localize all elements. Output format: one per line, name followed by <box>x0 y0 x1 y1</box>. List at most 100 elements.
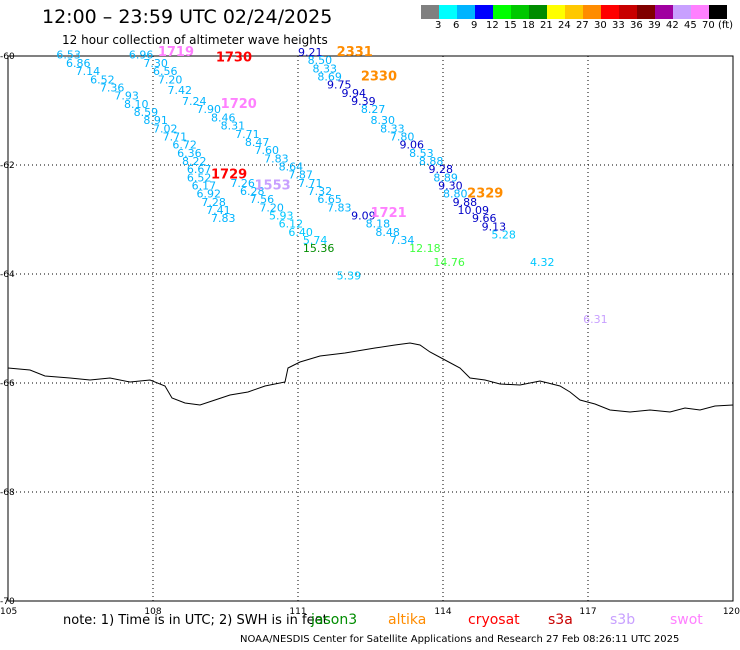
wave-height-value: 8.18 <box>366 218 391 231</box>
pass-time-label: 1720 <box>221 97 257 112</box>
wave-height-value: 8.88 <box>419 155 444 168</box>
chart-title: 12:00 – 23:59 UTC 02/24/2025 <box>42 6 333 28</box>
colorbar-swatch <box>439 5 457 19</box>
colorbar-swatch <box>421 5 439 19</box>
colorbar-swatch <box>673 5 691 19</box>
colorbar-label: 9 <box>471 20 478 31</box>
wave-height-value: 6.28 <box>240 185 265 198</box>
colorbar-label: 45 <box>684 20 697 31</box>
latitude-tick-label: -68 <box>0 488 15 498</box>
longitude-tick-label: 114 <box>434 607 451 617</box>
wave-height-value: 8.59 <box>134 106 159 119</box>
colorbar-label: 21 <box>540 20 553 31</box>
map-frame <box>7 55 734 602</box>
wave-height-value: 9.66 <box>472 212 497 225</box>
colorbar-label: 6 <box>453 20 460 31</box>
colorbar-label: 24 <box>558 20 571 31</box>
latitude-tick-label: -70 <box>0 597 15 607</box>
colorbar-swatch <box>637 5 655 19</box>
longitude-tick-label: 105 <box>0 607 17 617</box>
wave-height-value: 8.91 <box>143 114 168 127</box>
wave-height-value: 9.30 <box>438 180 463 193</box>
wave-height-value: 8.22 <box>182 155 207 168</box>
wave-height-value: 7.41 <box>206 204 231 217</box>
pass-time-label: 1721 <box>371 206 407 221</box>
map-grid <box>8 56 733 601</box>
pass-time-label: 1553 <box>255 179 291 194</box>
wave-height-value: 6.67 <box>187 163 212 176</box>
wave-height-value: 7.90 <box>197 103 222 116</box>
wave-height-value: 7.14 <box>76 65 101 78</box>
wave-height-value: 8.53 <box>409 147 434 160</box>
colorbar-swatch <box>655 5 673 19</box>
footer-note: note: 1) Time is in UTC; 2) SWH is in fe… <box>63 613 328 628</box>
colorbar-swatch <box>529 5 547 19</box>
colorbar-swatch <box>547 5 565 19</box>
wave-height-value: 7.60 <box>255 144 280 157</box>
wave-height-value: 7.93 <box>114 90 139 103</box>
longitude-tick-label: 120 <box>723 607 740 617</box>
axis-tick-labels: 105 108 111 114 117 120 -60 -62 -64 -66 -68 -70 <box>0 52 740 617</box>
wave-height-value: 5.39 <box>337 269 362 282</box>
wave-height-value: 9.94 <box>342 87 367 100</box>
wave-height-values: 6.536.867.146.527.367.938.108.598.917.02… <box>56 46 607 326</box>
colorbar-swatch <box>565 5 583 19</box>
wave-height-value: 9.21 <box>298 46 323 59</box>
wave-height-value: 6.86 <box>66 57 91 70</box>
wave-height-value: 9.39 <box>351 95 376 108</box>
legend-jason3: jason3 <box>311 612 358 628</box>
pass-time-label: 2329 <box>467 187 503 202</box>
legend-cryosat: cryosat <box>468 612 520 628</box>
wave-height-value: 6.12 <box>279 218 304 231</box>
wave-height-value: 8.64 <box>279 160 304 173</box>
wave-height-value: 7.71 <box>298 177 323 190</box>
colorbar-label: 27 <box>576 20 589 31</box>
colorbar-label: 18 <box>522 20 535 31</box>
latitude-tick-label: -62 <box>0 161 15 171</box>
longitude-tick-label: 117 <box>579 607 596 617</box>
colorbar-swatch <box>583 5 601 19</box>
colorbar-swatch <box>457 5 475 19</box>
wave-height-value: 8.31 <box>221 120 246 133</box>
wave-height-value: 8.89 <box>433 171 458 184</box>
colorbar-label: 33 <box>612 20 625 31</box>
colorbar-unit: (ft) <box>718 20 734 31</box>
wave-height-value: 7.34 <box>390 234 415 247</box>
wave-height-value: 6.96 <box>129 49 154 62</box>
wave-height-value: 7.87 <box>288 169 313 182</box>
wave-height-value: 8.69 <box>317 71 342 84</box>
wave-height-value: 8.27 <box>361 103 386 116</box>
latitude-tick-label: -66 <box>0 379 15 389</box>
colorbar-swatch <box>691 5 709 19</box>
colorbar-label: 42 <box>666 20 679 31</box>
chart-subtitle: 12 hour collection of altimeter wave hei… <box>62 33 328 47</box>
colorbar-swatch <box>709 5 727 19</box>
wave-height-value: 10.09 <box>458 204 490 217</box>
wave-height-value: 7.83 <box>264 152 289 165</box>
wave-height-value: 7.20 <box>259 201 284 214</box>
wave-height-value: 8.30 <box>371 114 396 127</box>
wave-height-value: 7.02 <box>153 122 178 135</box>
wave-height-value: 7.56 <box>250 193 275 206</box>
colorbar-swatch <box>601 5 619 19</box>
pass-time-label: 1729 <box>211 168 247 183</box>
wave-height-value: 5.93 <box>269 210 294 223</box>
colorbar <box>421 5 727 19</box>
wave-height-value: 7.28 <box>201 196 226 209</box>
longitude-tick-label: 111 <box>289 607 306 617</box>
latitude-tick-label: -64 <box>0 270 15 280</box>
pass-time-label: 1719 <box>158 45 194 60</box>
pass-time-labels: 1719 1730 1720 1729 1553 1721 2331 2330 2329 <box>158 45 504 221</box>
wave-height-value: 7.24 <box>182 95 207 108</box>
colorbar-label: 36 <box>630 20 643 31</box>
wave-height-value: 7.20 <box>158 73 183 86</box>
wave-height-value: 8.33 <box>313 62 338 75</box>
wave-height-value: 7.36 <box>100 81 125 94</box>
footer-credit: NOAA/NESDIS Center for Satellite Applica… <box>240 634 680 645</box>
wave-height-value: 9.06 <box>400 139 425 152</box>
wave-height-value: 4.32 <box>530 256 555 269</box>
coastline <box>7 342 734 413</box>
wave-height-value: 6.52 <box>187 171 212 184</box>
wave-height-value: 6.72 <box>172 139 197 152</box>
